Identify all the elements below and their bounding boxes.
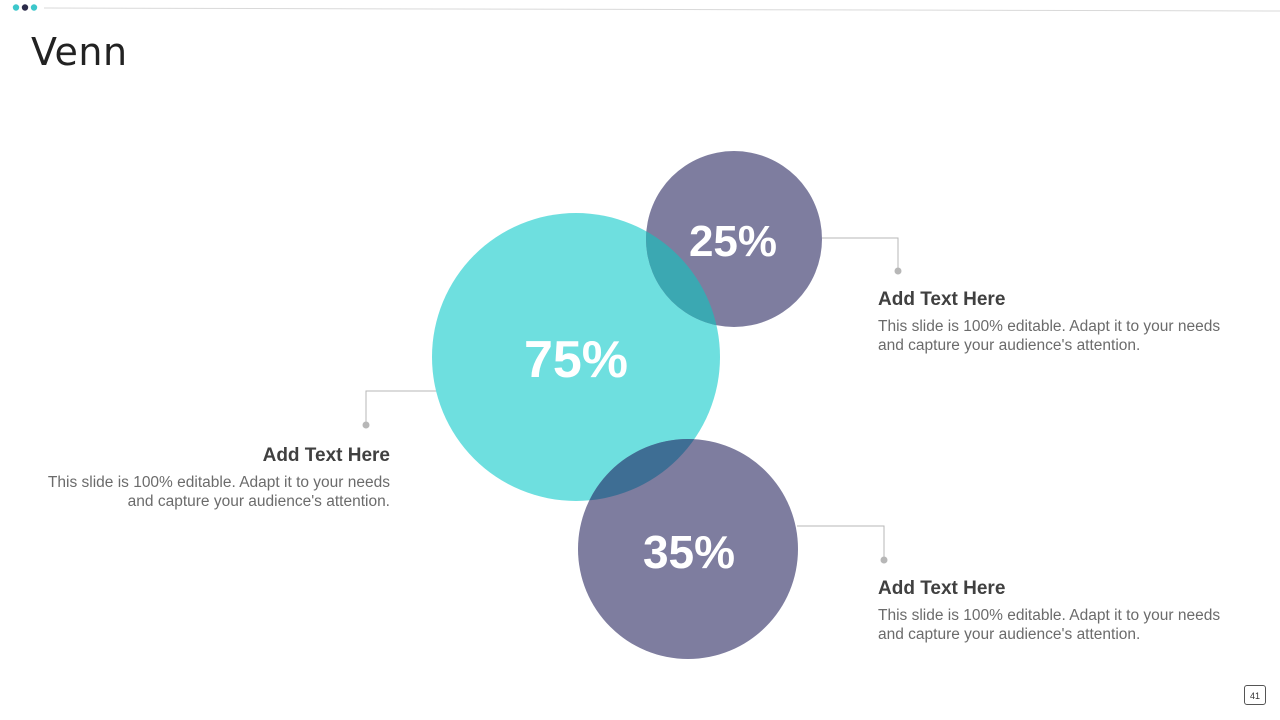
callout-heading: Add Text Here: [262, 445, 390, 466]
callout-heading: Add Text Here: [878, 578, 1006, 599]
callout-top-right: Add Text Here This slide is 100% editabl…: [878, 289, 1238, 355]
callout-body-line: and capture your audience's attention.: [878, 337, 1141, 354]
dot-1-icon: [12, 4, 20, 11]
venn-label-bottom: 35%: [643, 526, 735, 578]
page-number: 41: [1244, 685, 1266, 705]
callout-body: This slide is 100% editable. Adapt it to…: [878, 606, 1238, 644]
dot-2-icon: [21, 4, 29, 11]
connector-top-right: [822, 237, 902, 275]
callout-bottom-right: Add Text Here This slide is 100% editabl…: [878, 578, 1238, 644]
callout-body: This slide is 100% editable. Adapt it to…: [30, 473, 390, 511]
callout-body-line: This slide is 100% editable. Adapt it to…: [878, 318, 1221, 335]
header-divider: [12, 4, 1280, 12]
venn-overlap-top: [646, 213, 720, 327]
callout-body-line: This slide is 100% editable. Adapt it to…: [47, 474, 390, 491]
callout-heading: Add Text Here: [878, 289, 1006, 310]
connector-left: [362, 390, 437, 429]
page-title: Venn: [31, 30, 128, 74]
connector-bottom-right: [797, 525, 888, 564]
callout-left: Add Text Here This slide is 100% editabl…: [30, 445, 390, 511]
callout-body-line: and capture your audience's attention.: [127, 493, 390, 510]
venn-circle-bottom: [578, 439, 798, 659]
callout-body-line: and capture your audience's attention.: [878, 626, 1141, 643]
venn-circle-main: [432, 213, 720, 501]
venn-label-top: 25%: [689, 217, 777, 266]
callout-body-line: This slide is 100% editable. Adapt it to…: [878, 607, 1221, 624]
dot-3-icon: [30, 4, 38, 11]
venn-label-main: 75%: [524, 331, 628, 389]
callout-body: This slide is 100% editable. Adapt it to…: [878, 317, 1238, 355]
